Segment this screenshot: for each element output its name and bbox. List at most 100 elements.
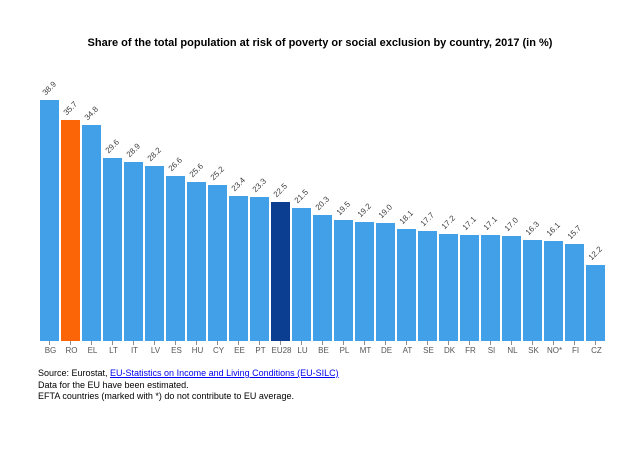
bar-AT <box>397 229 416 341</box>
bar-column-PT: 23.3 <box>250 177 271 341</box>
bar-HU <box>187 182 206 341</box>
value-label-NO*: 16.1 <box>544 220 563 238</box>
x-axis-label-DE: DE <box>380 346 393 355</box>
tick-cell-CZ <box>586 341 607 346</box>
tick-cell-EE <box>229 341 250 346</box>
x-axis-label-LT: LT <box>109 346 118 355</box>
axis-tick <box>238 341 239 345</box>
bar-column-AT: 18.1 <box>397 209 418 341</box>
axis-tick <box>427 341 428 345</box>
bar-column-NO*: 16.1 <box>544 221 565 341</box>
value-label-IT: 28.9 <box>124 141 143 159</box>
bar-column-EE: 23.4 <box>229 176 250 341</box>
axis-tick <box>196 341 197 345</box>
tick-cell-PT <box>250 341 271 346</box>
value-label-SK: 16.3 <box>523 219 542 237</box>
tick-cell-ES <box>166 341 187 346</box>
bar-SK <box>523 240 542 341</box>
x-axis-label-EE: EE <box>234 346 245 355</box>
axis-tick <box>301 341 302 345</box>
x-axis-label-FR: FR <box>465 346 476 355</box>
axis-tick <box>280 341 281 345</box>
value-label-PT: 23.3 <box>250 176 269 194</box>
bar-column-BG: 38.9 <box>40 80 61 341</box>
x-axis-label-RO: RO <box>65 346 78 355</box>
x-axis-label-IT: IT <box>130 346 139 355</box>
tick-cell-EL <box>82 341 103 346</box>
x-axis-label-PL: PL <box>339 346 350 355</box>
tick-cell-RO <box>61 341 82 346</box>
bar-column-LT: 29.6 <box>103 138 124 341</box>
axis-tick <box>259 341 260 345</box>
value-label-LU: 21.5 <box>292 187 311 205</box>
value-label-DE: 19.0 <box>376 202 395 220</box>
bar-column-LU: 21.5 <box>292 188 313 341</box>
bar-column-SE: 17.7 <box>418 211 439 341</box>
value-label-EE: 23.4 <box>229 175 248 193</box>
bar-MT <box>355 222 374 341</box>
axis-tick <box>70 341 71 345</box>
plot-area: 38.9 35.7 34.8 29.6 28.9 28.2 26.6 25.6 25.2 23.4… <box>40 80 607 341</box>
value-label-BE: 20.3 <box>313 194 332 212</box>
bar-IT <box>124 162 143 341</box>
tick-cell-BG <box>40 341 61 346</box>
tick-cell-SK <box>523 341 544 346</box>
bar-RO <box>61 120 80 341</box>
axis-tick <box>574 341 575 345</box>
chart-title: Share of the total population at risk of… <box>87 37 553 49</box>
bar-column-ES: 26.6 <box>166 156 187 341</box>
axis-tick <box>49 341 50 345</box>
bar-LU <box>292 208 311 341</box>
axis-tick <box>469 341 470 345</box>
bar-FR <box>460 235 479 341</box>
bar-column-BE: 20.3 <box>313 195 334 341</box>
x-axis-label-ES: ES <box>171 346 182 355</box>
source-link[interactable]: EU-Statistics on Income and Living Condi… <box>110 368 339 378</box>
bar-BE <box>313 215 332 341</box>
bar-column-SI: 17.1 <box>481 215 502 341</box>
tick-cell-SE <box>418 341 439 346</box>
tick-cell-MT <box>355 341 376 346</box>
tick-cell-CY <box>208 341 229 346</box>
x-axis-label-LU: LU <box>297 346 308 355</box>
tick-cell-NO* <box>544 341 565 346</box>
bar-column-IT: 28.9 <box>124 142 145 341</box>
note-efta: EFTA countries (marked with *) do not co… <box>38 391 294 401</box>
x-axis-label-EU28: EU28 <box>271 346 292 355</box>
bar-LV <box>145 166 164 341</box>
bar-column-FR: 17.1 <box>460 215 481 341</box>
bar-EE <box>229 196 248 341</box>
axis-tick <box>364 341 365 345</box>
x-axis-label-NL: NL <box>507 346 518 355</box>
bar-DE <box>376 223 395 341</box>
bar-EL <box>82 125 101 341</box>
axis-tick <box>133 341 134 345</box>
x-axis-label-BE: BE <box>318 346 329 355</box>
x-axis-label-MT: MT <box>359 346 372 355</box>
tick-cell-PL <box>334 341 355 346</box>
bar-column-CY: 25.2 <box>208 165 229 341</box>
x-axis-label-CY: CY <box>212 346 225 355</box>
bar-column-SK: 16.3 <box>523 220 544 341</box>
bar-CZ <box>586 265 605 341</box>
bar-NO* <box>544 241 563 341</box>
chart-footer: Source: Eurostat, EU-Statistics on Incom… <box>38 368 339 403</box>
value-label-EL: 34.8 <box>82 104 101 122</box>
bar-PL <box>334 220 353 341</box>
bar-column-LV: 28.2 <box>145 146 166 341</box>
tick-cell-LV <box>145 341 166 346</box>
x-axis-label-HU: HU <box>191 346 204 355</box>
tick-cell-DK <box>439 341 460 346</box>
axis-tick <box>217 341 218 345</box>
value-label-DK: 17.2 <box>439 213 458 231</box>
axis-tick <box>322 341 323 345</box>
axis-tick <box>112 341 113 345</box>
axis-tick <box>511 341 512 345</box>
value-label-FR: 17.1 <box>460 214 479 232</box>
bar-NL <box>502 236 521 341</box>
x-axis-label-LV: LV <box>150 346 161 355</box>
source-line: Source: Eurostat, EU-Statistics on Incom… <box>38 368 339 380</box>
value-label-LT: 29.6 <box>103 137 122 155</box>
x-axis-label-SI: SI <box>487 346 496 355</box>
bar-BG <box>40 100 59 341</box>
